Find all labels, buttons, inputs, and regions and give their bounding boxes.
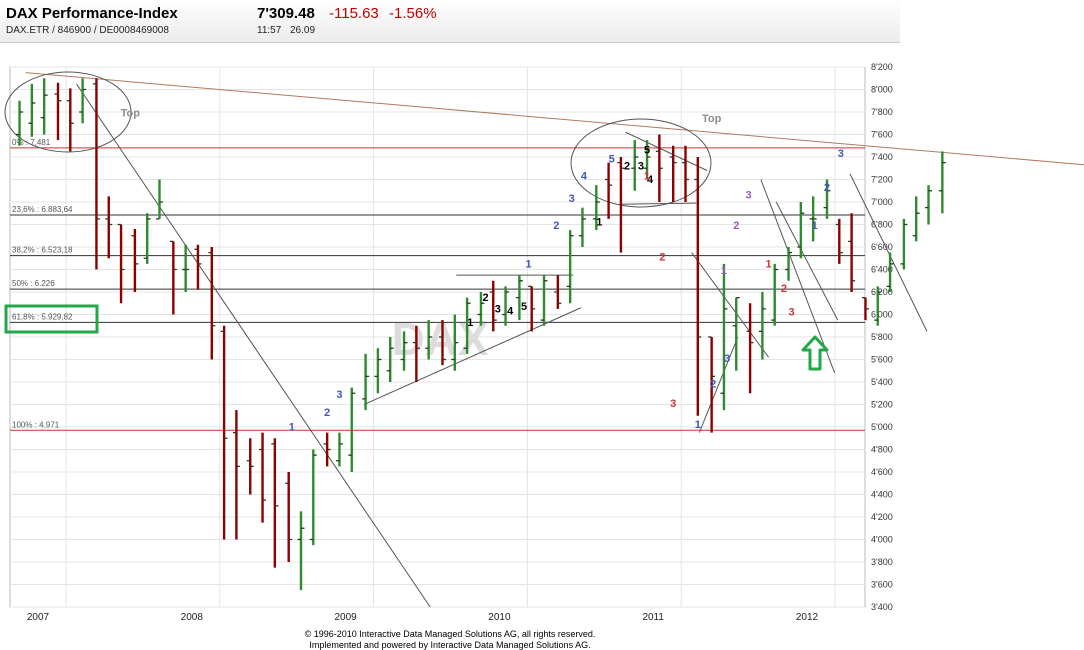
y-tick-label: 6'400 — [871, 265, 893, 275]
implementation-line: Implemented and powered by Interactive D… — [309, 640, 591, 650]
wave-count-label: 1 — [695, 419, 701, 431]
price-change: -115.63 — [329, 5, 379, 22]
y-tick-label: 7'800 — [871, 107, 893, 117]
wave-count-label: 1 — [812, 220, 818, 232]
wave-count-label: 2 — [553, 220, 559, 232]
trendline — [760, 179, 836, 374]
y-tick-label: 4'600 — [871, 467, 893, 477]
trendline — [25, 72, 1084, 166]
trendline — [698, 336, 739, 433]
wave-count-label: 2 — [324, 407, 330, 419]
y-tick-label: 5'400 — [871, 377, 893, 387]
y-tick-label: 4'400 — [871, 490, 893, 500]
wave-count-label: 1 — [644, 171, 650, 183]
wave-count-label: 2 — [781, 283, 787, 295]
y-tick-label: 6'200 — [871, 287, 893, 297]
x-tick-label: 2009 — [334, 612, 357, 623]
index-identifiers: DAX.ETR / 846900 / DE0008469008 — [6, 25, 169, 36]
watermark: DAX — [391, 313, 488, 365]
y-tick-label: 6'800 — [871, 220, 893, 230]
wave-count-label: 2 — [624, 160, 630, 172]
fib-label: 0% : 7,481 — [12, 138, 51, 147]
top-circle — [570, 118, 712, 208]
wave-count-label: 5 — [609, 154, 615, 166]
wave-count-label: 3 — [724, 353, 730, 365]
up-arrow-icon — [801, 335, 829, 371]
y-tick-label: 6'000 — [871, 310, 893, 320]
wave-count-label: 3 — [638, 160, 644, 172]
fib-label: 100% : 4.971 — [12, 420, 60, 429]
x-tick-label: 2011 — [642, 612, 664, 623]
x-tick-label: 2010 — [488, 612, 511, 623]
trendline — [625, 131, 708, 171]
top-annotation: Top — [702, 113, 722, 125]
quote-date: 26.09 — [290, 25, 316, 36]
fib-label: 23,6% : 6.883,64 — [12, 205, 73, 214]
y-tick-label: 5'200 — [871, 400, 893, 410]
y-tick-label: 4'200 — [871, 512, 893, 522]
trendline — [619, 202, 697, 205]
y-tick-label: 3'400 — [871, 602, 893, 612]
wave-count-label: 3 — [336, 389, 342, 401]
y-tick-label: 7'200 — [871, 175, 893, 185]
y-tick-label: 7'600 — [871, 130, 893, 140]
quote-header: DAX Performance-Index DAX.ETR / 846900 /… — [0, 0, 900, 43]
wave-count-label: 3 — [495, 303, 501, 315]
trendline — [691, 252, 769, 358]
fib-label: 61,8% : 5.929,82 — [12, 312, 73, 321]
wave-count-label: 1 — [467, 317, 473, 329]
y-tick-label: 8'200 — [871, 62, 893, 72]
y-tick-label: 5'800 — [871, 332, 893, 342]
fib-highlight-box — [4, 304, 99, 334]
wave-count-label: 2 — [710, 379, 716, 391]
y-tick-label: 7'000 — [871, 197, 893, 207]
x-tick-label: 2008 — [181, 612, 204, 623]
wave-count-label: 1 — [765, 258, 771, 270]
y-tick-label: 4'800 — [871, 445, 893, 455]
y-tick-label: 7'400 — [871, 152, 893, 162]
y-tick-label: 3'600 — [871, 580, 893, 590]
trendline — [775, 201, 839, 321]
trendline — [76, 83, 431, 608]
wave-count-label: 1 — [596, 217, 602, 229]
wave-count-label: 1 — [289, 421, 295, 433]
fib-label: 50% : 6.226 — [12, 279, 55, 288]
y-tick-label: 5'600 — [871, 355, 893, 365]
y-tick-label: 8'000 — [871, 85, 893, 95]
copyright-line: © 1996-2010 Interactive Data Managed Sol… — [304, 629, 596, 639]
fib-label: 38,2% : 6.523,18 — [12, 246, 73, 255]
wave-count-label: 4 — [581, 171, 588, 183]
wave-count-label: 3 — [745, 190, 751, 202]
x-tick-label: 2007 — [27, 612, 50, 623]
price-change-percent: -1.56% — [389, 5, 437, 22]
wave-count-label: 3 — [670, 398, 676, 410]
wave-count-label: 4 — [647, 174, 654, 186]
y-tick-label: 3'800 — [871, 557, 893, 567]
wave-count-label: 3 — [569, 193, 575, 205]
wave-count-label: 4 — [507, 306, 514, 318]
y-tick-label: 6'600 — [871, 242, 893, 252]
top-annotation: Top — [121, 108, 141, 120]
wave-count-label: 3 — [789, 307, 795, 319]
wave-count-label: 5 — [644, 145, 650, 157]
wave-count-label: 5 — [521, 301, 527, 313]
y-tick-label: 4'000 — [871, 535, 893, 545]
x-tick-label: 2012 — [796, 612, 819, 623]
wave-count-label: 1 — [526, 258, 532, 270]
wave-count-label: 2 — [482, 292, 488, 304]
trendline — [849, 173, 928, 332]
index-title: DAX Performance-Index — [6, 5, 178, 22]
wave-count-label: 3 — [838, 148, 844, 160]
y-tick-label: 5'000 — [871, 422, 893, 432]
top-circle — [4, 71, 132, 153]
wave-count-label: 1 — [721, 265, 727, 277]
wave-count-label: 2 — [733, 220, 739, 232]
wave-count-label: 2 — [659, 252, 665, 264]
wave-count-label: 2 — [824, 182, 830, 194]
quote-time: 11:57 — [257, 25, 282, 36]
last-price: 7'309.48 — [257, 5, 315, 22]
